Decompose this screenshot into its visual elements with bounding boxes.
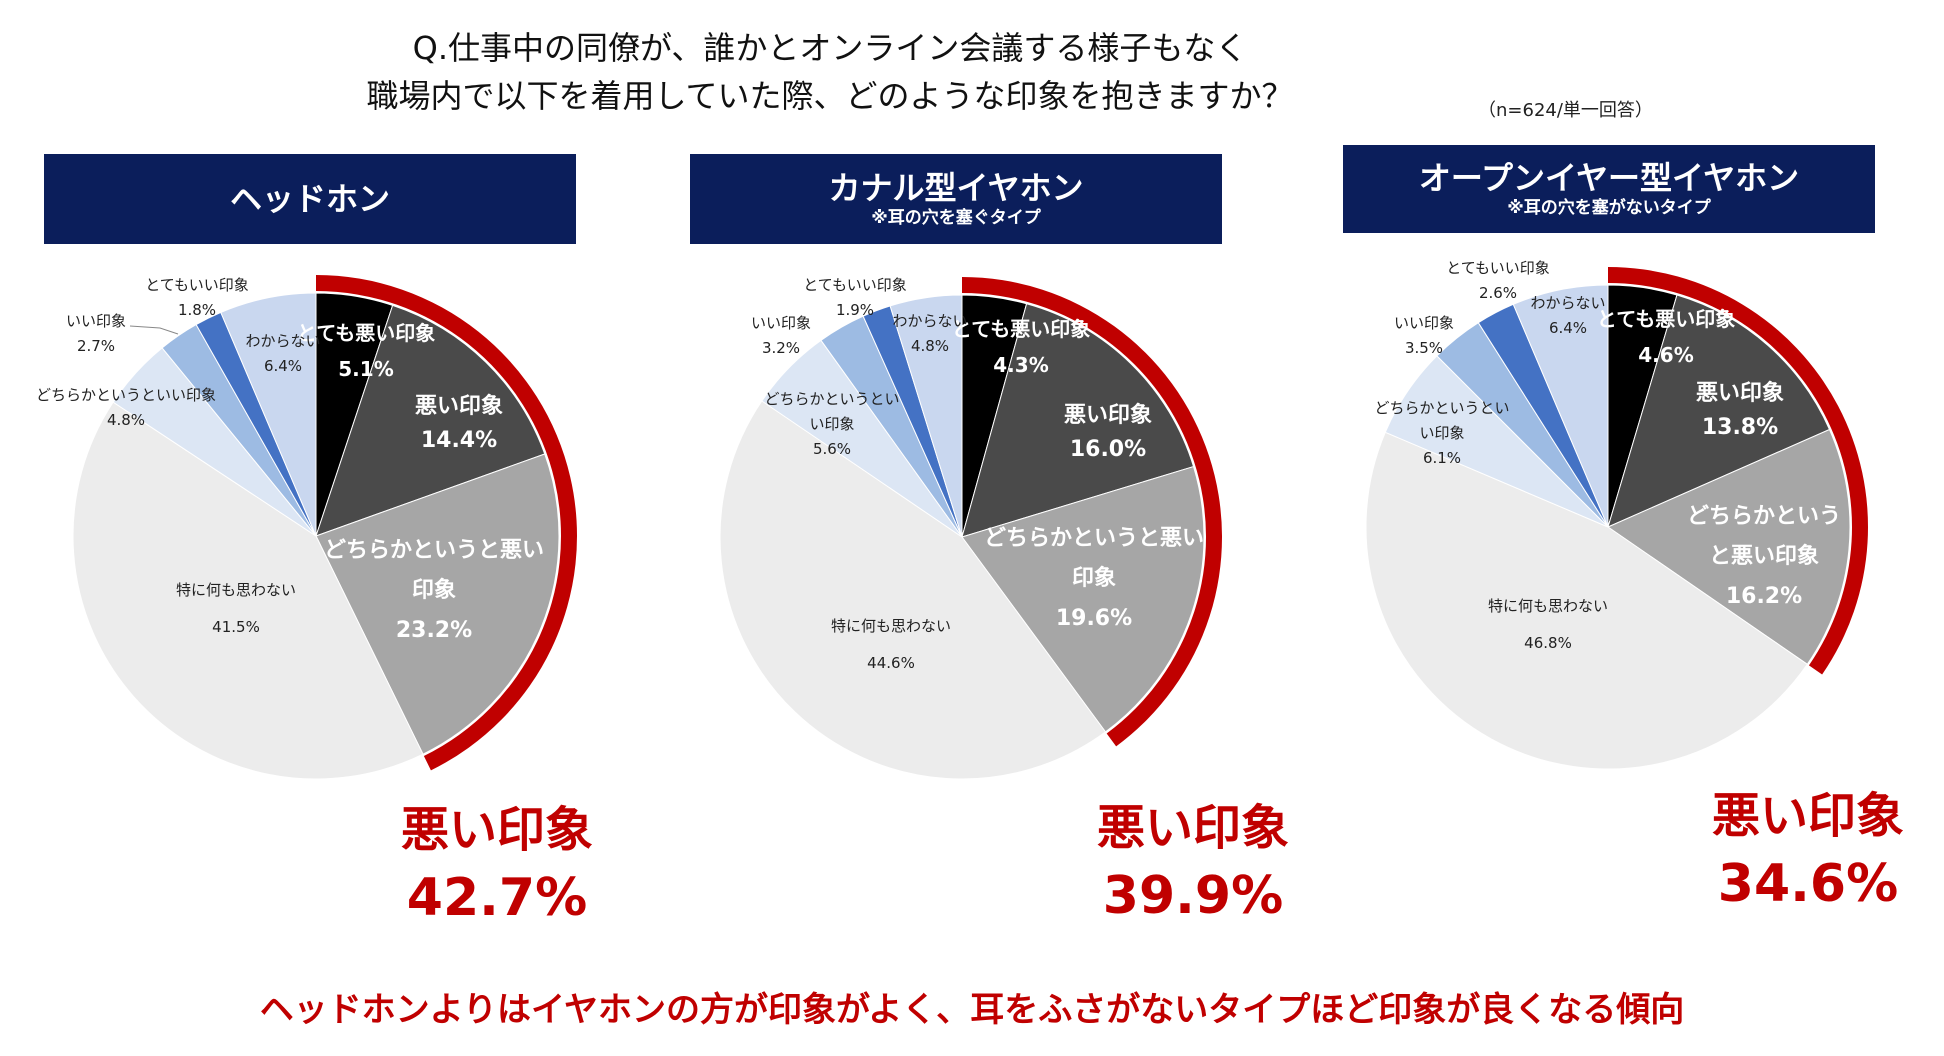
chart-2-label-very_bad: とても悪い印象 4.6% [1597, 307, 1735, 367]
chart-0-label-good: いい印象 2.7% [66, 312, 126, 355]
page-title: Q.仕事中の同僚が、誰かとオンライン会議する様子もなく 職場内で以下を着用してい… [0, 24, 1660, 120]
chart-1-summary-label: 悪い印象 [1097, 800, 1289, 856]
chart-0-summary-value: 42.7% [407, 868, 587, 928]
header-canal-earphones-title: カナル型イヤホン [828, 169, 1084, 207]
header-canal-earphones-subtitle: ※耳の穴を塞ぐタイプ [871, 208, 1041, 228]
chart-0-slice-bad [315, 304, 546, 537]
chart-0-leader-good [129, 325, 179, 335]
chart-2-label-somewhat_good: どちらかというといい印象 6.1% [1374, 399, 1509, 467]
chart-2-slice-neutral [1365, 431, 1808, 770]
chart-0-slice-somewhat_bad [315, 453, 560, 755]
chart-2-label-very_good: とてもいい印象 2.6% [1446, 259, 1550, 302]
chart-2-label-good: いい印象 3.5% [1394, 314, 1454, 357]
chart-2-label-bad: 悪い印象 13.8% [1696, 380, 1784, 440]
chart-1-label-good: いい印象 3.2% [751, 314, 811, 357]
chart-1-slice-bad [961, 303, 1195, 538]
chart-2-summary-value: 34.6% [1718, 854, 1898, 914]
chart-2-summary-label: 悪い印象 [1712, 788, 1904, 844]
chart-0-label-neutral: 特に何も思わない 41.5% [176, 581, 296, 636]
chart-1-slice-neutral [719, 400, 1107, 780]
chart-1-slice-dont_know [889, 294, 963, 538]
header-headphones: ヘッドホン [44, 154, 576, 244]
chart-0-label-dont_know: わからない 6.4% [245, 332, 320, 375]
chart-0-slice-neutral [72, 401, 424, 780]
chart-0-summary-label: 悪い印象 [401, 802, 593, 858]
chart-1-label-dont_know: わからない 4.8% [892, 312, 967, 355]
header-canal-earphones: カナル型イヤホン ※耳の穴を塞ぐタイプ [690, 154, 1222, 244]
sample-note: （n=624/単一回答） [1478, 100, 1653, 121]
chart-0-slice-dont_know [220, 292, 317, 537]
chart-2-label-neutral: 特に何も思わない 46.8% [1488, 597, 1608, 652]
chart-1-label-bad: 悪い印象 16.0% [1064, 402, 1152, 462]
chart-2-bad-impression-arc [1608, 267, 1869, 675]
title-line-2: 職場内で以下を着用していた際、どのような印象を抱きますか？ [366, 77, 1294, 115]
header-headphones-title: ヘッドホン [229, 180, 390, 218]
chart-2-label-dont_know: わからない 6.4% [1530, 294, 1605, 337]
chart-2-slice-somewhat_bad [1606, 428, 1851, 665]
title-line-1: Q.仕事中の同僚が、誰かとオンライン会議する様子もなく [412, 29, 1248, 67]
chart-0-label-very_good: とてもいい印象 1.8% [145, 276, 249, 319]
chart-0-label-somewhat_bad: どちらかというと悪い印象 23.2% [324, 538, 544, 643]
chart-1-label-very_bad: とても悪い印象 4.3% [952, 317, 1090, 377]
chart-1-label-neutral: 特に何も思わない 44.6% [831, 617, 951, 672]
chart-2-slice-bad [1607, 294, 1831, 528]
chart-0-label-somewhat_good: どちらかというといい印象 4.8% [36, 386, 216, 429]
chart-0-label-bad: 悪い印象 14.4% [415, 393, 503, 453]
header-open-ear-earphones-title: オープンイヤー型イヤホン [1418, 159, 1800, 197]
chart-2-slice-dont_know [1512, 284, 1609, 528]
chart-1-label-somewhat_bad: どちらかというと悪い印象 19.6% [984, 526, 1204, 631]
chart-1-label-very_good: とてもいい印象 1.9% [803, 276, 907, 319]
chart-1-summary-value: 39.9% [1103, 866, 1283, 926]
footer-conclusion: ヘッドホンよりはイヤホンの方が印象がよく、耳をふさがないタイプほど印象が良くなる… [259, 990, 1685, 1030]
chart-0-label-very_bad: とても悪い印象 5.1% [297, 321, 435, 381]
chart-1-label-somewhat_good: どちらかというといい印象 5.6% [764, 390, 899, 458]
header-open-ear-earphones: オープンイヤー型イヤホン ※耳の穴を塞がないタイプ [1343, 145, 1875, 233]
chart-2-label-somewhat_bad: どちらかというと悪い印象 16.2% [1687, 504, 1841, 609]
header-open-ear-earphones-subtitle: ※耳の穴を塞がないタイプ [1507, 198, 1711, 218]
chart-1-slice-somewhat_bad [961, 465, 1205, 733]
